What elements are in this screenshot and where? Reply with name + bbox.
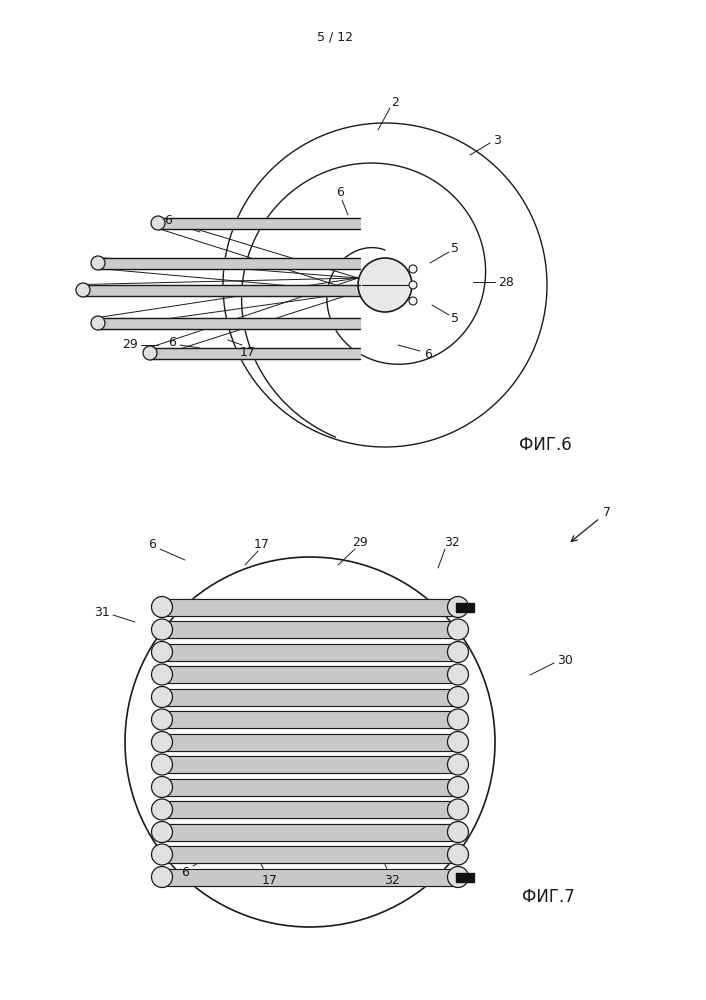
Polygon shape — [162, 824, 458, 840]
Circle shape — [448, 709, 469, 730]
Polygon shape — [158, 218, 360, 229]
Text: 6: 6 — [181, 865, 189, 879]
Polygon shape — [98, 257, 360, 268]
Text: 29: 29 — [122, 338, 138, 352]
Text: 17: 17 — [254, 538, 270, 550]
Circle shape — [152, 799, 172, 820]
Polygon shape — [456, 602, 474, 611]
Circle shape — [152, 776, 172, 798]
Text: 6: 6 — [148, 538, 156, 550]
Circle shape — [448, 619, 469, 640]
Text: 17: 17 — [262, 874, 278, 886]
Text: 5: 5 — [451, 241, 459, 254]
Text: 3: 3 — [493, 133, 501, 146]
Circle shape — [448, 799, 469, 820]
Polygon shape — [162, 756, 458, 773]
Circle shape — [152, 596, 172, 617]
Circle shape — [152, 686, 172, 708]
Polygon shape — [162, 666, 458, 683]
Text: 6: 6 — [424, 349, 432, 361]
Polygon shape — [162, 778, 458, 796]
Text: ФИГ.7: ФИГ.7 — [522, 888, 575, 906]
Polygon shape — [162, 621, 458, 638]
Circle shape — [448, 686, 469, 708]
Polygon shape — [456, 872, 474, 882]
Circle shape — [152, 866, 172, 888]
Circle shape — [143, 346, 157, 360]
Polygon shape — [162, 734, 458, 750]
Text: 6: 6 — [164, 214, 172, 227]
Polygon shape — [162, 711, 458, 728]
Circle shape — [409, 265, 417, 273]
Circle shape — [448, 732, 469, 752]
Text: 32: 32 — [444, 536, 460, 548]
Text: 2: 2 — [391, 96, 399, 108]
Circle shape — [91, 256, 105, 270]
Text: 7: 7 — [603, 506, 611, 518]
Polygon shape — [162, 644, 458, 660]
Text: 29: 29 — [352, 536, 368, 548]
Circle shape — [91, 316, 105, 330]
Polygon shape — [83, 284, 360, 296]
Circle shape — [76, 283, 90, 297]
Circle shape — [448, 664, 469, 685]
Circle shape — [152, 709, 172, 730]
Circle shape — [151, 216, 165, 230]
Polygon shape — [162, 598, 458, 615]
Circle shape — [358, 258, 412, 312]
Polygon shape — [150, 348, 360, 359]
Polygon shape — [162, 846, 458, 863]
Circle shape — [448, 596, 469, 617]
Circle shape — [152, 619, 172, 640]
Text: 30: 30 — [557, 654, 573, 666]
Circle shape — [448, 822, 469, 842]
Text: 5: 5 — [451, 312, 459, 324]
Text: 28: 28 — [498, 275, 514, 288]
Circle shape — [448, 642, 469, 662]
Text: ФИГ.6: ФИГ.6 — [519, 436, 571, 454]
Circle shape — [448, 754, 469, 775]
Circle shape — [152, 822, 172, 842]
Circle shape — [448, 866, 469, 888]
Polygon shape — [162, 801, 458, 818]
Circle shape — [223, 123, 547, 447]
Circle shape — [125, 557, 495, 927]
Circle shape — [409, 297, 417, 305]
Text: 6: 6 — [168, 336, 176, 349]
Polygon shape — [162, 868, 458, 886]
Circle shape — [152, 732, 172, 752]
Polygon shape — [98, 318, 360, 328]
Circle shape — [448, 844, 469, 865]
Circle shape — [448, 776, 469, 798]
Text: 6: 6 — [336, 186, 344, 198]
Polygon shape — [162, 688, 458, 706]
Circle shape — [152, 664, 172, 685]
Circle shape — [152, 754, 172, 775]
Text: 32: 32 — [384, 874, 400, 886]
Circle shape — [152, 642, 172, 662]
Text: 31: 31 — [94, 605, 110, 618]
Text: 17: 17 — [240, 346, 256, 359]
Text: 5 / 12: 5 / 12 — [317, 30, 353, 43]
Circle shape — [152, 844, 172, 865]
Circle shape — [409, 281, 417, 289]
